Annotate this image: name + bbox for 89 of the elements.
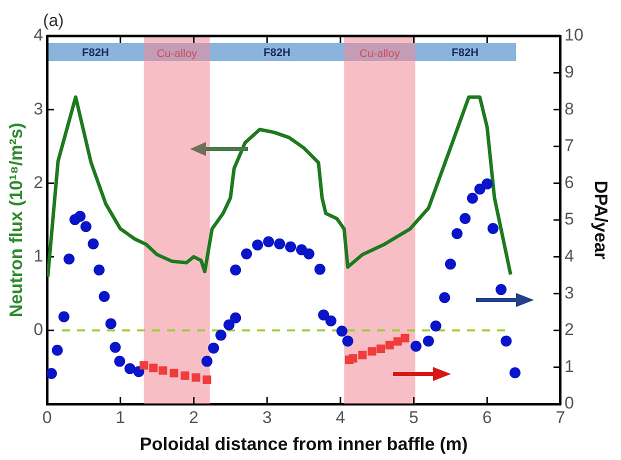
y-tick-label: 1 (34, 246, 44, 266)
point (223, 319, 234, 330)
x-tick-label: 5 (409, 408, 419, 427)
x-tick-label: 4 (336, 408, 346, 427)
point (336, 326, 348, 337)
text: (a) (43, 11, 64, 30)
point (348, 354, 358, 363)
y2-tick-label: 2 (564, 320, 574, 340)
point (124, 363, 136, 374)
point (208, 342, 220, 354)
point (466, 192, 478, 204)
point (500, 336, 512, 347)
y2-tick-label: 3 (564, 283, 574, 302)
x-tick-label: 7 (556, 408, 566, 427)
annotation: F82H (452, 47, 479, 59)
y-tick-label: 3 (34, 99, 44, 118)
point (342, 336, 354, 347)
y-tick-label: 2 (34, 172, 44, 192)
point (64, 254, 75, 265)
point (170, 368, 178, 378)
y2-tick-label: 0 (564, 394, 574, 413)
point (88, 238, 99, 250)
band-label: Cu-alloy (156, 48, 198, 60)
point (114, 356, 126, 367)
y2-tick-label: 6 (564, 172, 574, 192)
point (110, 342, 121, 353)
x-tick-label: 3 (262, 408, 272, 427)
point (400, 334, 410, 342)
point (452, 228, 463, 240)
y2-tick-label: 1 (564, 356, 574, 376)
point (180, 371, 190, 380)
y2-tick-label: 7 (564, 136, 574, 156)
x-axis-title: Poloidal distance from inner baffle (m) (140, 434, 468, 454)
point (52, 344, 63, 356)
band-label: Cu-alloy (360, 48, 400, 60)
point (318, 309, 330, 320)
point (140, 361, 148, 370)
point (368, 347, 376, 356)
x-tick-label: 1 (116, 408, 126, 427)
point (94, 264, 105, 276)
point (430, 320, 442, 332)
point (393, 337, 402, 346)
point (252, 240, 264, 251)
point (105, 318, 116, 330)
point (263, 236, 274, 248)
y2-tick-label: 5 (564, 210, 574, 229)
point (422, 336, 434, 347)
point (376, 344, 386, 354)
point (158, 366, 168, 375)
point (230, 312, 242, 324)
point (325, 315, 336, 326)
point (47, 368, 57, 379)
x-tick-label: 6 (482, 408, 492, 427)
x-tick-label: 2 (189, 408, 198, 427)
point (58, 311, 70, 322)
annotation: F82H (82, 47, 109, 59)
point (274, 238, 286, 250)
point (149, 364, 158, 372)
y2-tick-label: 8 (564, 99, 574, 118)
point (201, 356, 212, 367)
point (410, 340, 422, 352)
point (215, 330, 226, 341)
point (241, 248, 252, 260)
point (230, 264, 242, 276)
point (74, 210, 86, 222)
point (439, 292, 450, 304)
y2-tick-label: 4 (564, 246, 574, 266)
point (80, 221, 92, 232)
point (496, 284, 507, 296)
y-tick-label: 4 (34, 26, 44, 45)
point (314, 264, 326, 275)
point (385, 340, 394, 350)
y2-tick-label: 9 (564, 62, 574, 82)
point (488, 222, 499, 234)
point (202, 375, 212, 384)
point (285, 241, 296, 252)
point (303, 248, 314, 260)
y2-tick-label: 10 (564, 26, 584, 45)
point (192, 373, 200, 382)
point (98, 291, 110, 302)
point (460, 213, 471, 224)
annotation: F82H (264, 47, 290, 59)
point (358, 350, 367, 360)
y-tick-label: 0 (34, 320, 44, 340)
point (444, 258, 456, 270)
point (482, 178, 493, 190)
point (510, 367, 521, 378)
y-axis-title: Neutron flux (10¹⁸/m²s) (6, 122, 26, 318)
y2-axis-title: DPA/year (591, 180, 612, 260)
